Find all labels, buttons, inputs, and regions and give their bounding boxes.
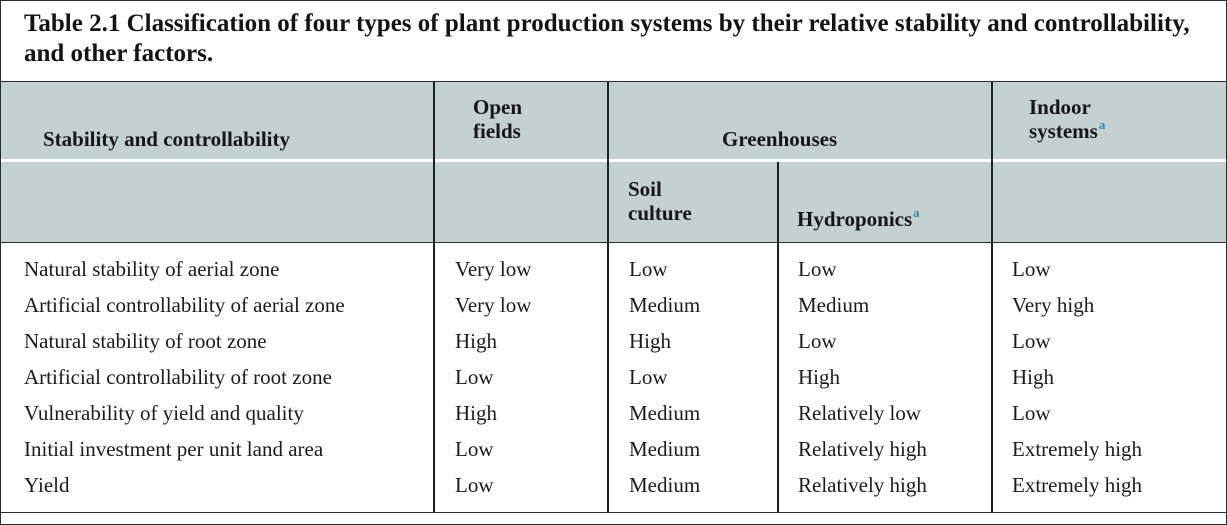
header-soil-line2: culture	[628, 201, 692, 225]
row-label: Artificial controllability of root zone	[24, 365, 332, 389]
header-greenhouses: Greenhouses	[722, 127, 837, 151]
table-cell: Relatively high	[798, 473, 927, 497]
table-cell: Very low	[455, 257, 532, 281]
table-cell: Relatively low	[798, 401, 922, 425]
header-hydroponics-footnote: a	[913, 205, 920, 220]
header-soil-line1: Soil	[628, 177, 662, 201]
table-title: Table 2.1 Classification of four types o…	[24, 10, 1190, 67]
header-soil-culture: Soil culture	[628, 177, 692, 225]
table-cell: Low	[455, 437, 494, 461]
header-open-line2: fields	[473, 119, 521, 143]
table-cell: Low	[798, 329, 837, 353]
row-label: Natural stability of aerial zone	[24, 257, 280, 281]
header-stability: Stability and controllability	[43, 127, 290, 151]
table-cell: Very low	[455, 293, 532, 317]
table-bottom-rule	[0, 512, 1227, 513]
table-cell: Medium	[629, 293, 701, 317]
header-open-fields: Open fields	[473, 95, 522, 143]
table-cell: Extremely high	[1012, 473, 1143, 497]
header-indoor-footnote: a	[1098, 117, 1106, 132]
row-label: Initial investment per unit land area	[24, 437, 324, 461]
header-hydroponics: Hydroponicsa	[797, 205, 920, 231]
table-cell: Medium	[629, 473, 701, 497]
table-cell: High	[629, 329, 671, 353]
header-open-line1: Open	[473, 95, 523, 119]
header-stability-label: Stability and controllability	[43, 127, 290, 151]
table-cell: Low	[1012, 257, 1051, 281]
table-cell: High	[1012, 365, 1054, 389]
table-cell: Very high	[1012, 293, 1095, 317]
header-greenhouses-label: Greenhouses	[722, 127, 838, 151]
title-rule	[0, 81, 1227, 82]
row-label: Natural stability of root zone	[24, 329, 267, 353]
header-indoor-line2: systems	[1029, 119, 1098, 143]
table-cell: Relatively high	[798, 437, 927, 461]
header-indoor-systems: Indoor systemsa	[1029, 95, 1105, 143]
header-bottom-rule	[0, 242, 1227, 243]
table-cell: Medium	[629, 401, 701, 425]
table-cell: Low	[629, 257, 668, 281]
header-indoor-line1: Indoor	[1029, 95, 1091, 119]
table-cell: Low	[798, 257, 837, 281]
table-cell: Low	[629, 365, 668, 389]
table-cell: High	[455, 329, 497, 353]
col-divider-3	[777, 162, 779, 512]
table-cell: Medium	[629, 437, 701, 461]
table-cell: Medium	[798, 293, 870, 317]
row-label: Artificial controllability of aerial zon…	[24, 293, 345, 317]
header-band-sub	[1, 162, 1226, 242]
table-cell: Low	[455, 365, 494, 389]
col-divider-1	[433, 82, 435, 512]
col-divider-4	[991, 82, 993, 512]
table-cell: Low	[1012, 401, 1051, 425]
row-label: Vulnerability of yield and quality	[24, 401, 304, 425]
table-cell: Low	[455, 473, 494, 497]
header-band-top	[1, 82, 1226, 160]
header-divider	[1, 159, 1226, 162]
row-label: Yield	[24, 473, 70, 497]
table-cell: High	[455, 401, 497, 425]
col-divider-2	[607, 82, 609, 512]
table-cell: High	[798, 365, 840, 389]
table-cell: Low	[1012, 329, 1051, 353]
header-hydroponics-label: Hydroponics	[797, 207, 913, 231]
table-cell: Extremely high	[1012, 437, 1143, 461]
